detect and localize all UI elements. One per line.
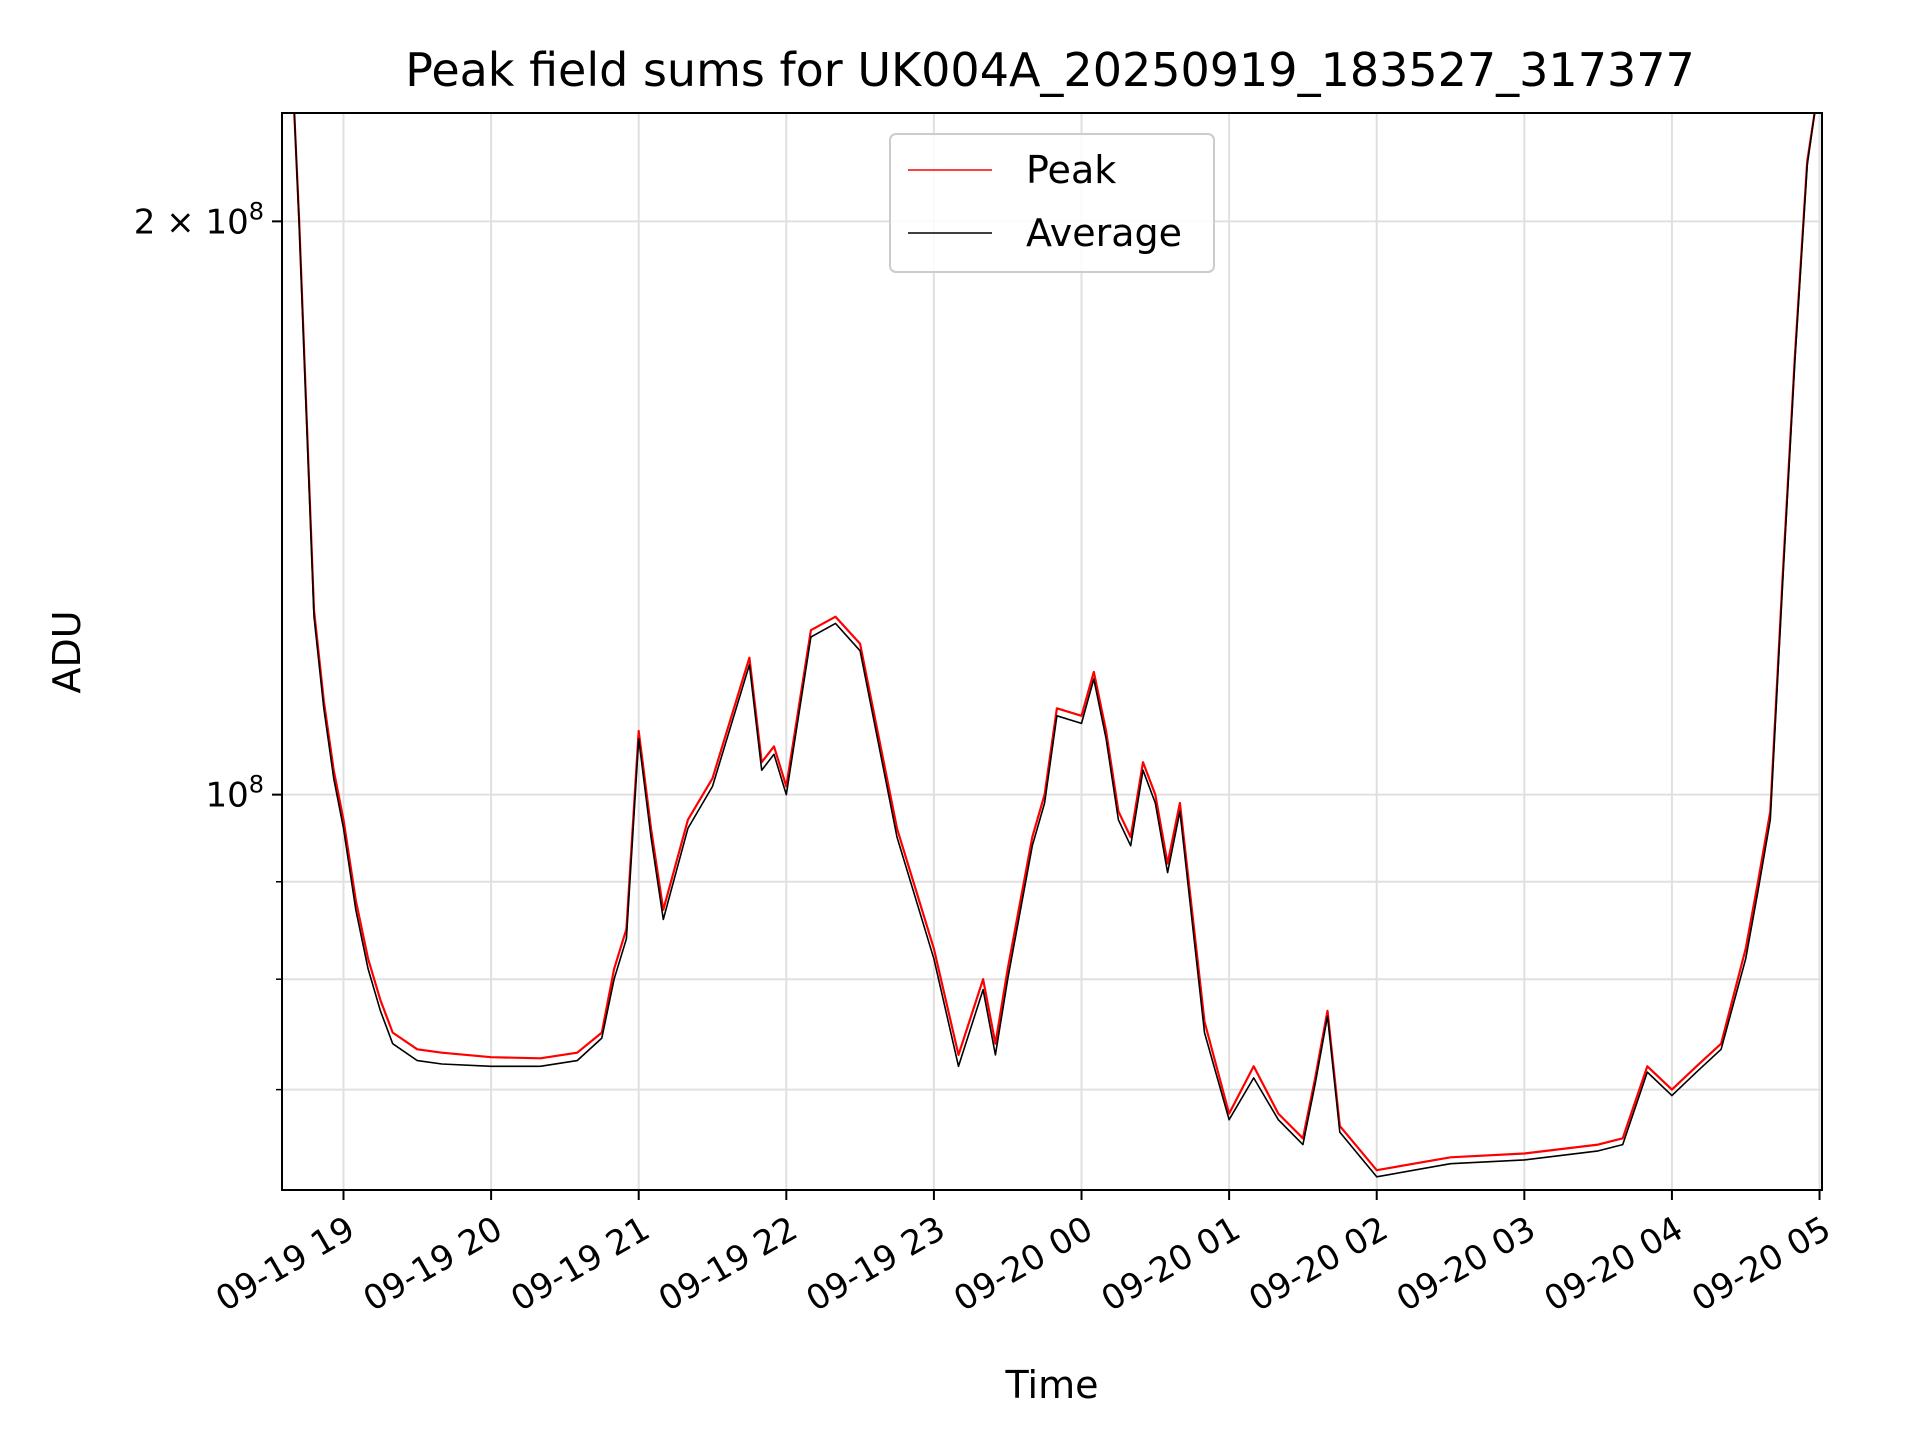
x-axis-label: Time (1005, 1363, 1099, 1407)
plot-background (282, 113, 1822, 1190)
y-axis: 108 2 × 108 (134, 197, 282, 1091)
legend-box (889, 133, 1215, 273)
y-axis-label: ADU (45, 610, 89, 693)
y-tick-label: 2 × 108 (134, 197, 264, 242)
gridlines (282, 113, 1822, 1190)
series-line-average (293, 113, 1816, 1178)
chart-title: Peak field sums for UK004A_20250919_1835… (405, 43, 1695, 97)
legend: Peak Average (889, 133, 1215, 273)
series-lines (293, 113, 1816, 1178)
plot-area (281, 112, 1823, 1191)
plot-frame (281, 112, 1823, 1191)
series-line-peak (293, 113, 1816, 1172)
legend-label-average: Average (1026, 211, 1182, 255)
y-tick-label: 108 (205, 771, 264, 816)
legend-label-peak: Peak (1026, 148, 1116, 192)
